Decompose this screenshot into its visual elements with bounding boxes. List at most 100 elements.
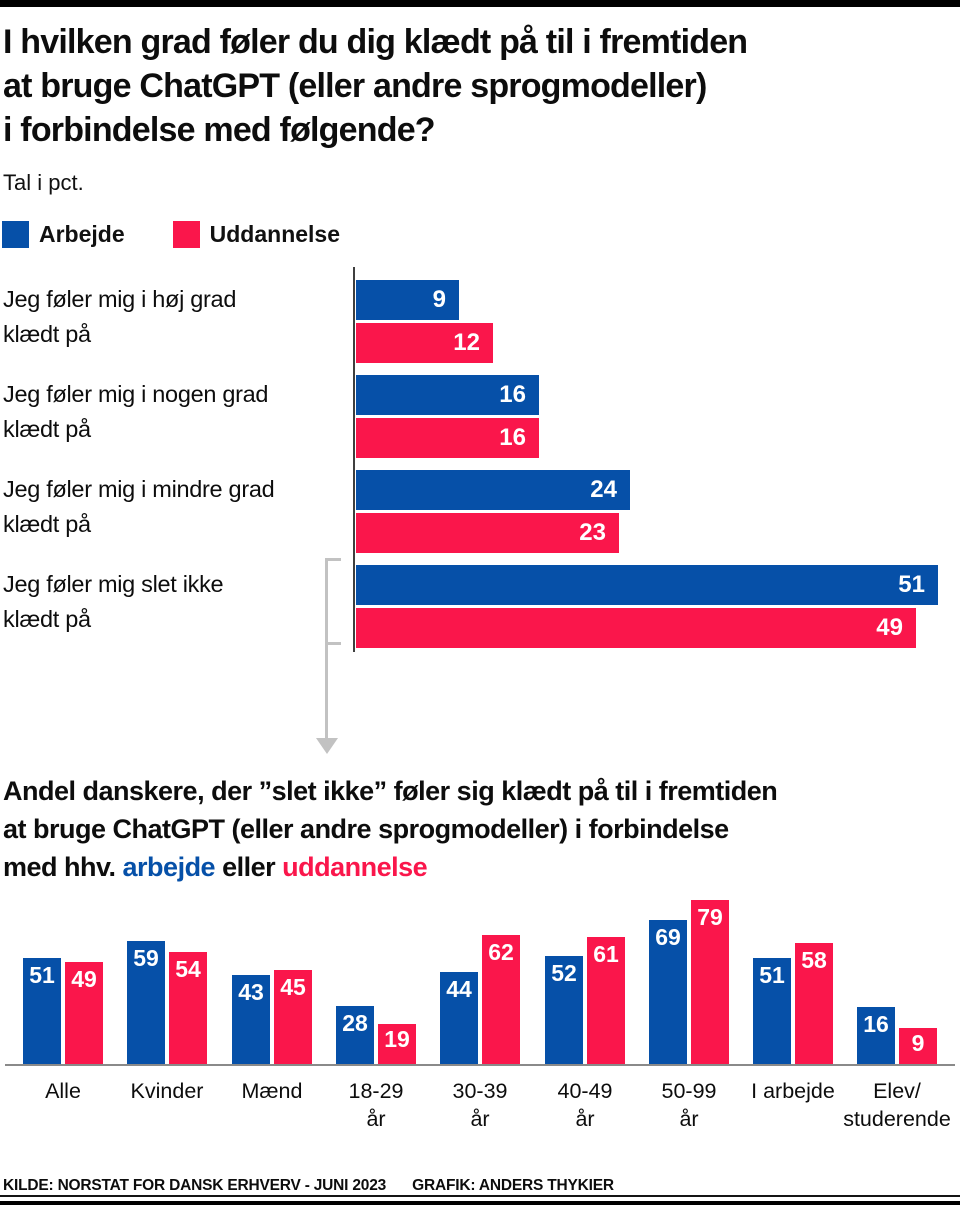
chart2-x-tick-label-line: 30-39 bbox=[452, 1079, 508, 1103]
breakdown-title-line-2: at bruge ChatGPT (eller andre sprogmodel… bbox=[3, 814, 729, 844]
legend-swatch-red-icon bbox=[172, 221, 200, 248]
chart2-bar-value-label: 51 bbox=[759, 962, 785, 988]
overall-question-chart: Jeg føler mig i høj grad klædt på 9 12 Jeg f… bbox=[0, 267, 960, 652]
breakdown-title-line-1: Andel danskere, der ”slet ikke” føler si… bbox=[3, 776, 778, 806]
footer: KILDE: NORSTAT FOR DANSK ERHVERV - JUNI … bbox=[3, 1177, 614, 1195]
chart2-bar-arbejde-3: 28 bbox=[336, 1006, 374, 1064]
graphic-credit: GRAFIK: ANDERS THYKIER bbox=[412, 1177, 614, 1194]
chart2-x-tick-label-line: Alle bbox=[45, 1079, 81, 1103]
chart2-bar-value-label: 16 bbox=[863, 1011, 889, 1037]
bottom-rule-thin bbox=[0, 1195, 960, 1197]
chart2-x-tick-label: 40-49 år bbox=[510, 1077, 660, 1133]
chart2-bar-value-label: 54 bbox=[175, 956, 201, 982]
chart1-category-label-line: klædt på bbox=[3, 321, 91, 347]
chart2-bar-value-label: 9 bbox=[911, 1030, 925, 1056]
breakdown-chart: 51 49 59 54 43 45 28 19 44 62 52 61 69 79 51 58 16 9 bbox=[0, 890, 960, 1066]
chart2-bar-value-label: 59 bbox=[133, 945, 159, 971]
legend-item-uddannelse: Uddannelse bbox=[172, 221, 340, 248]
chart2-bar-uddannelse-7: 58 bbox=[795, 943, 833, 1064]
chart2-bar-uddannelse-2: 45 bbox=[274, 970, 312, 1064]
chart1-bar-arbejde-3: 51 bbox=[356, 565, 938, 605]
chart2-x-tick-label: Kvinder bbox=[92, 1077, 242, 1105]
chart1-category-label: Jeg føler mig slet ikke klædt på bbox=[3, 567, 351, 637]
chart2-bar-value-label: 44 bbox=[446, 976, 472, 1002]
chart1-category-label-line: Jeg føler mig i mindre grad bbox=[3, 476, 275, 502]
chart1-bar-arbejde-0: 9 bbox=[356, 280, 459, 320]
chart2-baseline bbox=[5, 1064, 955, 1066]
chart2-x-tick-label-line: år bbox=[366, 1107, 386, 1131]
chart2-bar-value-label: 49 bbox=[71, 966, 97, 992]
chart2-x-tick-label-line: Elev/ bbox=[873, 1079, 921, 1103]
chart2-x-tick-label-line: 40-49 bbox=[557, 1079, 613, 1103]
chart2-bar-value-label: 52 bbox=[551, 960, 577, 986]
chart2-x-tick-label: Mænd bbox=[197, 1077, 347, 1105]
chart1-category-label: Jeg føler mig i mindre grad klædt på bbox=[3, 472, 351, 542]
legend: Arbejde Uddannelse bbox=[2, 221, 340, 248]
bottom-rule-thick bbox=[0, 1201, 960, 1205]
breakdown-title-word-arbejde: arbejde bbox=[122, 852, 216, 882]
legend-item-arbejde: Arbejde bbox=[2, 221, 125, 248]
legend-label-arbejde: Arbejde bbox=[39, 221, 125, 247]
chart2-bar-arbejde-4: 44 bbox=[440, 972, 478, 1064]
down-arrow-icon bbox=[316, 738, 338, 754]
page-title-line-3: i forbindelse med følgende? bbox=[3, 111, 436, 149]
chart1-bar-value-label: 12 bbox=[453, 329, 480, 356]
chart2-x-tick-label-line: år bbox=[679, 1107, 699, 1131]
chart2-bar-value-label: 69 bbox=[655, 924, 681, 950]
chart1-bar-uddannelse-1: 16 bbox=[356, 418, 539, 458]
chart1-bar-value-label: 49 bbox=[876, 614, 903, 641]
chart2-x-tick-label: 18-29 år bbox=[301, 1077, 451, 1133]
chart1-bar-value-label: 51 bbox=[898, 571, 925, 598]
breakdown-chart-title: Andel danskere, der ”slet ikke” føler si… bbox=[3, 772, 778, 886]
chart2-bar-uddannelse-0: 49 bbox=[65, 962, 103, 1064]
chart1-bar-uddannelse-2: 23 bbox=[356, 513, 619, 553]
legend-swatch-blue-icon bbox=[2, 221, 29, 248]
chart1-bar-arbejde-2: 24 bbox=[356, 470, 630, 510]
page-title-line-1: I hvilken grad føler du dig klædt på til… bbox=[3, 23, 748, 61]
chart2-x-tick-label-line: 18-29 bbox=[348, 1079, 404, 1103]
chart1-bar-uddannelse-3: 49 bbox=[356, 608, 916, 648]
breakdown-title-middle: eller bbox=[215, 852, 283, 882]
chart2-x-tick-label-line: Mænd bbox=[241, 1079, 303, 1103]
chart1-bar-value-label: 16 bbox=[499, 424, 526, 451]
chart2-x-tick-label: 50-99 år bbox=[614, 1077, 764, 1133]
chart1-category-label-line: Jeg føler mig i høj grad bbox=[3, 286, 237, 312]
chart2-x-tick-label-line: I arbejde bbox=[751, 1079, 835, 1103]
bracket-top-tick bbox=[325, 558, 341, 561]
chart1-category-label-line: klædt på bbox=[3, 606, 91, 632]
chart2-bar-value-label: 62 bbox=[488, 939, 514, 965]
chart1-bar-value-label: 9 bbox=[432, 286, 446, 313]
chart1-axis-line bbox=[353, 267, 355, 652]
bracket-arrow-stem bbox=[325, 558, 328, 740]
chart2-x-tick-label: Alle bbox=[0, 1077, 138, 1105]
chart2-x-tick-label-line: år bbox=[470, 1107, 490, 1131]
chart1-bar-value-label: 23 bbox=[579, 519, 606, 546]
chart2-bar-value-label: 58 bbox=[801, 947, 827, 973]
chart1-bar-uddannelse-0: 12 bbox=[356, 323, 493, 363]
chart2-bar-arbejde-0: 51 bbox=[23, 958, 61, 1064]
chart2-bar-arbejde-1: 59 bbox=[127, 941, 165, 1064]
chart2-bar-arbejde-2: 43 bbox=[232, 975, 270, 1064]
chart2-bar-value-label: 45 bbox=[280, 974, 306, 1000]
breakdown-title-word-uddannelse: uddannelse bbox=[282, 852, 428, 882]
chart1-category-label-line: klædt på bbox=[3, 511, 91, 537]
chart2-bar-arbejde-8: 16 bbox=[857, 1007, 895, 1064]
chart2-x-tick-label-line: studerende bbox=[843, 1107, 951, 1131]
page-title: I hvilken grad føler du dig klædt på til… bbox=[3, 20, 748, 152]
top-border-bar bbox=[0, 0, 960, 7]
chart2-bar-value-label: 51 bbox=[29, 962, 55, 988]
chart2-bar-arbejde-6: 69 bbox=[649, 920, 687, 1064]
chart2-bar-uddannelse-4: 62 bbox=[482, 935, 520, 1064]
page-title-line-2: at bruge ChatGPT (eller andre sprogmodel… bbox=[3, 67, 707, 105]
chart1-category-label-line: Jeg føler mig slet ikke bbox=[3, 571, 224, 597]
chart1-category-label-line: klædt på bbox=[3, 416, 91, 442]
chart2-bar-arbejde-5: 52 bbox=[545, 956, 583, 1064]
chart2-x-tick-label: 30-39 år bbox=[405, 1077, 555, 1133]
chart1-category-label: Jeg føler mig i nogen grad klædt på bbox=[3, 377, 351, 447]
chart2-x-tick-label: Elev/studerende bbox=[822, 1077, 960, 1133]
chart2-bar-value-label: 79 bbox=[697, 904, 723, 930]
chart1-bar-value-label: 24 bbox=[590, 476, 617, 503]
bracket-bottom-tick bbox=[325, 642, 341, 645]
chart1-category-label: Jeg føler mig i høj grad klædt på bbox=[3, 282, 351, 352]
